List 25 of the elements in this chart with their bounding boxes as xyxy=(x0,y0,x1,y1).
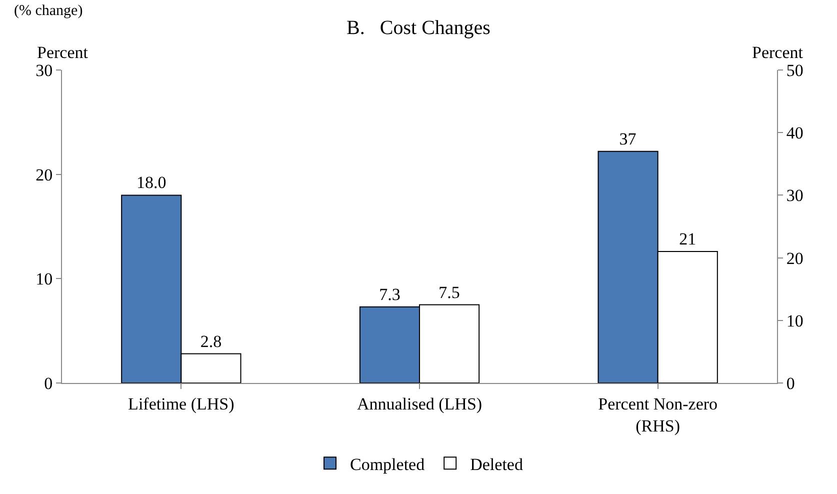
y2-tick-label: 10 xyxy=(786,311,804,330)
text: (% change) xyxy=(14,3,83,19)
x-tick-label: Percent Non-zero (RHS) xyxy=(598,394,718,436)
data-label: 18.0 xyxy=(136,173,166,192)
y-tick-label: 0 xyxy=(44,374,53,393)
legend-label: Deleted xyxy=(470,454,524,474)
y-tick-label: 10 xyxy=(36,270,53,289)
y-axis-title: Percent xyxy=(37,43,88,62)
y2-tick-label: 40 xyxy=(786,124,804,143)
y2-tick-label: 30 xyxy=(786,186,804,206)
legend-label: Completed xyxy=(350,454,426,474)
chart-title: B. Cost Changes xyxy=(346,16,491,39)
y-tick-label: 30 xyxy=(36,60,53,80)
y-tick-label: 20 xyxy=(36,165,53,184)
y2-axis-title: Percent xyxy=(752,43,804,62)
x-tick-label: Annualised (LHS) xyxy=(356,394,482,414)
data-label: 2.8 xyxy=(200,332,222,351)
data-label: 7.5 xyxy=(438,282,460,302)
x-tick-label: Lifetime (LHS) xyxy=(128,394,234,414)
data-label: 37 xyxy=(619,129,637,148)
y2-tick-label: 50 xyxy=(786,60,804,80)
data-label: 7.3 xyxy=(379,284,400,304)
data-label: 21 xyxy=(679,230,696,249)
y2-tick-label: 0 xyxy=(786,374,795,393)
y2-tick-label: 20 xyxy=(786,248,804,268)
